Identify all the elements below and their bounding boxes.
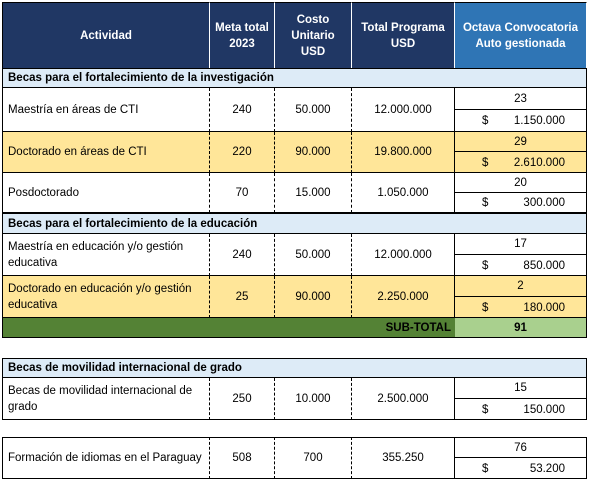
total-cell: 12.000.000 xyxy=(352,88,455,132)
costo-cell: 15.000 xyxy=(275,173,352,213)
activity: Formación de idiomas en el Paraguay xyxy=(2,437,210,479)
amount-cell xyxy=(455,399,587,420)
meta-cell: 70 xyxy=(210,173,275,213)
subtotal-label: SUB-TOTAL xyxy=(2,318,455,338)
amount: 2.610.000 xyxy=(513,156,565,169)
subtotal-value: 91 xyxy=(455,318,587,338)
header-cell: Total Programa USD xyxy=(352,2,455,68)
total-cell: 2.250.000 xyxy=(352,276,455,318)
costo-cell: 90.000 xyxy=(275,132,352,173)
section-row: Becas para el fortalecimiento de la educ… xyxy=(2,213,455,234)
count-cell: 20 xyxy=(455,173,587,193)
section-row: Becas de movilidad internacional de grad… xyxy=(2,358,455,378)
total-cell: 2.500.000 xyxy=(352,378,455,420)
costo-cell: 10.000 xyxy=(275,378,352,420)
count-cell: 17 xyxy=(455,234,587,255)
amount: 850.000 xyxy=(523,259,565,272)
amount-cell xyxy=(455,255,587,276)
header-cell: Actividad xyxy=(2,2,210,68)
total-cell: 19.800.000 xyxy=(352,132,455,173)
total-cell: 1.050.000 xyxy=(352,173,455,213)
currency: $ xyxy=(482,156,489,169)
section-cell xyxy=(455,213,587,234)
amount-cell xyxy=(455,458,587,479)
amount: 150.000 xyxy=(523,403,565,416)
currency: $ xyxy=(482,115,489,127)
activity: Doctorado en educación y/o gestión educa… xyxy=(2,276,210,318)
count-cell: 15 xyxy=(455,378,587,399)
costo-cell: 700 xyxy=(275,437,352,479)
amount: 53.200 xyxy=(529,462,565,475)
currency: $ xyxy=(482,259,489,272)
amount: 180.000 xyxy=(523,301,565,314)
header-cell: Meta total 2023 xyxy=(210,2,275,68)
meta-cell: 25 xyxy=(210,276,275,318)
meta-cell: 250 xyxy=(210,378,275,420)
section-row: Becas para el fortalecimiento de la inve… xyxy=(2,68,455,88)
activity: Maestría en educación y/o gestión educat… xyxy=(2,234,210,276)
costo-cell: 90.000 xyxy=(275,276,352,318)
amount: 300.000 xyxy=(523,197,565,209)
count-cell: 23 xyxy=(455,88,587,110)
amount: 1.150.000 xyxy=(513,115,565,127)
amount-cell xyxy=(455,193,587,213)
header-cell: Costo Unitario USD xyxy=(275,2,352,68)
currency: $ xyxy=(482,301,489,314)
header-cell: Octava Convocatoria Auto gestionada xyxy=(455,2,587,68)
activity: Posdoctorado xyxy=(2,173,210,213)
total-cell: 12.000.000 xyxy=(352,234,455,276)
activity: Becas de movilidad internacional de grad… xyxy=(2,378,210,420)
count-cell: 29 xyxy=(455,132,587,152)
section-cell xyxy=(455,68,587,88)
meta-cell: 508 xyxy=(210,437,275,479)
activity: Doctorado en áreas de CTI xyxy=(2,132,210,173)
amount-cell xyxy=(455,152,587,173)
meta-cell: 240 xyxy=(210,234,275,276)
costo-cell: 50.000 xyxy=(275,88,352,132)
currency: $ xyxy=(482,403,489,416)
currency: $ xyxy=(482,462,489,475)
count-cell: 2 xyxy=(455,276,587,297)
currency: $ xyxy=(482,197,489,209)
costo-cell: 50.000 xyxy=(275,234,352,276)
meta-cell: 220 xyxy=(210,132,275,173)
count-cell: 76 xyxy=(455,437,587,458)
meta-cell: 240 xyxy=(210,88,275,132)
amount-cell xyxy=(455,110,587,132)
amount-cell xyxy=(455,297,587,318)
total-cell: 355.250 xyxy=(352,437,455,479)
section-cell xyxy=(455,358,587,378)
activity: Maestría en áreas de CTI xyxy=(2,88,210,132)
